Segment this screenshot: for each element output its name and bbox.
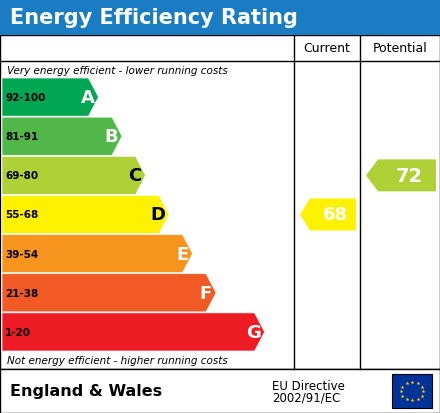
Bar bbox=[0, 36, 440, 369]
Text: 92-100: 92-100 bbox=[5, 93, 45, 103]
Text: Potential: Potential bbox=[373, 43, 427, 55]
Text: A: A bbox=[81, 89, 95, 107]
Text: 72: 72 bbox=[396, 166, 422, 185]
Text: Not energy efficient - higher running costs: Not energy efficient - higher running co… bbox=[7, 356, 228, 366]
Text: C: C bbox=[128, 167, 142, 185]
Bar bbox=[0, 0, 440, 36]
Text: B: B bbox=[104, 128, 118, 146]
Text: Energy Efficiency Rating: Energy Efficiency Rating bbox=[10, 8, 298, 28]
Text: 21-38: 21-38 bbox=[5, 288, 38, 298]
Text: Current: Current bbox=[304, 43, 350, 55]
Text: F: F bbox=[200, 284, 212, 302]
Polygon shape bbox=[2, 235, 193, 273]
Text: 39-54: 39-54 bbox=[5, 249, 38, 259]
Polygon shape bbox=[366, 160, 436, 192]
Text: 68: 68 bbox=[323, 206, 348, 224]
Polygon shape bbox=[2, 118, 122, 156]
Text: D: D bbox=[150, 206, 165, 224]
Text: 81-91: 81-91 bbox=[5, 132, 38, 142]
Text: England & Wales: England & Wales bbox=[10, 384, 162, 399]
Polygon shape bbox=[2, 313, 264, 351]
Text: E: E bbox=[176, 245, 189, 263]
Polygon shape bbox=[300, 199, 356, 231]
Text: 69-80: 69-80 bbox=[5, 171, 38, 181]
Text: G: G bbox=[246, 323, 260, 341]
Text: 2002/91/EC: 2002/91/EC bbox=[272, 391, 341, 404]
Bar bbox=[392, 374, 432, 408]
Bar bbox=[0, 369, 440, 413]
Text: 55-68: 55-68 bbox=[5, 210, 38, 220]
Text: 1-20: 1-20 bbox=[5, 327, 31, 337]
Polygon shape bbox=[2, 157, 146, 195]
Polygon shape bbox=[2, 79, 99, 117]
Text: Very energy efficient - lower running costs: Very energy efficient - lower running co… bbox=[7, 65, 228, 75]
Polygon shape bbox=[2, 274, 216, 312]
Polygon shape bbox=[2, 196, 169, 234]
Text: EU Directive: EU Directive bbox=[272, 380, 345, 392]
